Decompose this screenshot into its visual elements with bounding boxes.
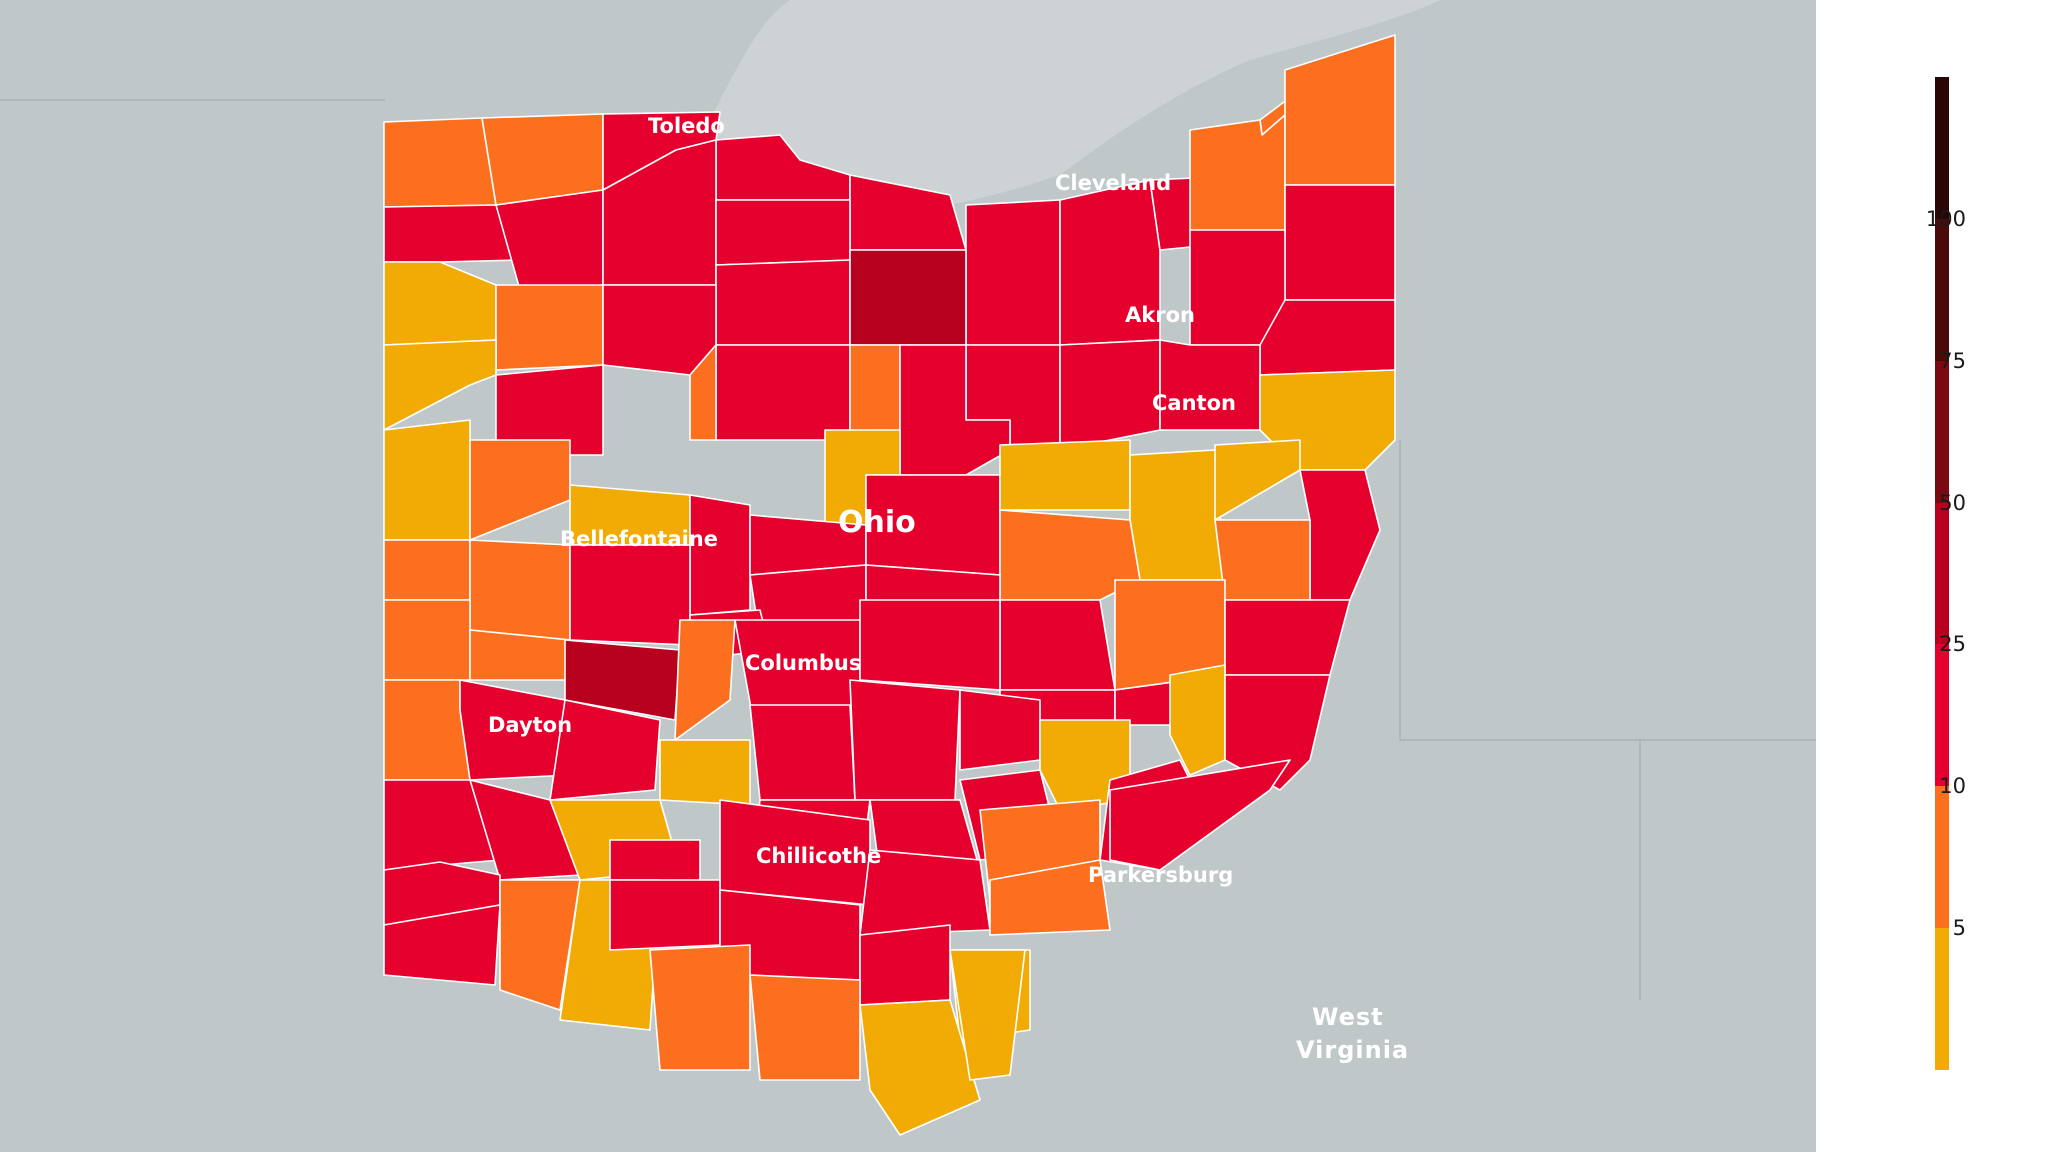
county[interactable] — [849, 679, 961, 801]
neighbor-borders — [0, 99, 1816, 1000]
county[interactable] — [469, 439, 571, 541]
county[interactable] — [469, 539, 571, 641]
county[interactable] — [1214, 519, 1311, 601]
county[interactable] — [564, 639, 681, 721]
county[interactable] — [495, 284, 604, 371]
legend-bin — [1935, 786, 1949, 929]
county[interactable] — [1284, 184, 1396, 301]
county[interactable] — [715, 344, 851, 441]
legend-bin — [1935, 77, 1949, 220]
map-panel[interactable]: Toledo Cleveland Akron Canton Bellefonta… — [0, 0, 1816, 1152]
county[interactable] — [1284, 34, 1396, 186]
county[interactable] — [383, 204, 521, 263]
legend-tick-label: 10 — [1939, 774, 1966, 799]
county[interactable] — [849, 249, 967, 346]
city-label-columbus: Columbus — [745, 651, 861, 675]
county[interactable] — [1159, 339, 1261, 431]
county[interactable] — [859, 924, 951, 1006]
county[interactable] — [383, 419, 471, 541]
legend-bin — [1935, 502, 1949, 645]
legend-tick-label: 50 — [1939, 490, 1966, 515]
county[interactable] — [383, 539, 471, 601]
county[interactable] — [499, 879, 581, 1011]
legend: 5 10 25 50 75 100 — [1816, 0, 2048, 1152]
map-canvas[interactable]: Toledo Cleveland Akron Canton Bellefonta… — [0, 0, 1816, 1152]
county[interactable] — [859, 999, 981, 1136]
legend-bin — [1935, 928, 1949, 1071]
legend-tick-label: 75 — [1939, 348, 1966, 373]
county[interactable] — [549, 699, 661, 801]
city-label-toledo: Toledo — [648, 114, 725, 138]
county[interactable] — [715, 259, 851, 346]
county[interactable] — [1224, 674, 1331, 791]
county[interactable] — [715, 199, 851, 266]
county[interactable] — [1189, 114, 1286, 241]
city-label-cleveland: Cleveland — [1055, 171, 1171, 195]
county[interactable] — [989, 859, 1111, 936]
county[interactable] — [383, 679, 471, 781]
county[interactable] — [1214, 439, 1301, 521]
county[interactable] — [749, 704, 856, 801]
county[interactable] — [1299, 469, 1381, 601]
county[interactable] — [849, 344, 901, 441]
county[interactable] — [569, 544, 691, 646]
city-label-parkersburg: Parkersburg — [1088, 863, 1233, 887]
county[interactable] — [965, 199, 1061, 346]
county[interactable] — [649, 944, 751, 1071]
county[interactable] — [1224, 599, 1351, 676]
city-label-akron: Akron — [1125, 303, 1195, 327]
county[interactable] — [495, 189, 604, 291]
ohio-counties[interactable] — [383, 34, 1396, 1136]
county[interactable] — [383, 339, 497, 431]
county[interactable] — [674, 619, 736, 741]
county[interactable] — [1169, 664, 1226, 776]
county[interactable] — [383, 261, 497, 346]
legend-bin — [1935, 360, 1949, 504]
county[interactable] — [999, 599, 1116, 691]
county[interactable] — [1129, 449, 1226, 581]
county[interactable] — [495, 364, 604, 456]
legend-tick-label: 5 — [1952, 916, 1966, 941]
county[interactable] — [949, 949, 1026, 1081]
county[interactable] — [383, 117, 497, 208]
county[interactable] — [749, 974, 861, 1081]
city-label-dayton: Dayton — [488, 713, 572, 737]
city-label-bellefontaine: Bellefontaine — [560, 527, 718, 551]
city-label-canton: Canton — [1152, 391, 1236, 415]
county[interactable] — [383, 599, 471, 681]
county[interactable] — [1059, 179, 1161, 346]
county[interactable] — [999, 439, 1131, 511]
county[interactable] — [859, 599, 1001, 691]
county[interactable] — [659, 739, 751, 806]
legend-bin — [1935, 218, 1949, 362]
lake-erie — [700, 0, 1440, 215]
legend-tick-label: 25 — [1939, 632, 1966, 657]
state-label-ohio: Ohio — [838, 505, 916, 540]
legend-bin — [1935, 644, 1949, 787]
county[interactable] — [609, 879, 721, 951]
neighbor-label-virginia: Virginia — [1296, 1036, 1409, 1064]
county[interactable] — [1109, 759, 1291, 871]
city-label-chillicothe: Chillicothe — [756, 844, 881, 868]
county[interactable] — [602, 284, 717, 376]
county[interactable] — [689, 344, 717, 441]
county[interactable] — [383, 904, 501, 986]
county[interactable] — [459, 679, 571, 781]
county[interactable] — [1259, 299, 1396, 376]
legend-tick-label: 100 — [1925, 206, 1966, 231]
county[interactable] — [959, 689, 1041, 771]
county[interactable] — [481, 113, 604, 206]
county[interactable] — [689, 494, 751, 616]
neighbor-label-west: West — [1312, 1003, 1384, 1031]
county[interactable] — [1059, 339, 1161, 451]
